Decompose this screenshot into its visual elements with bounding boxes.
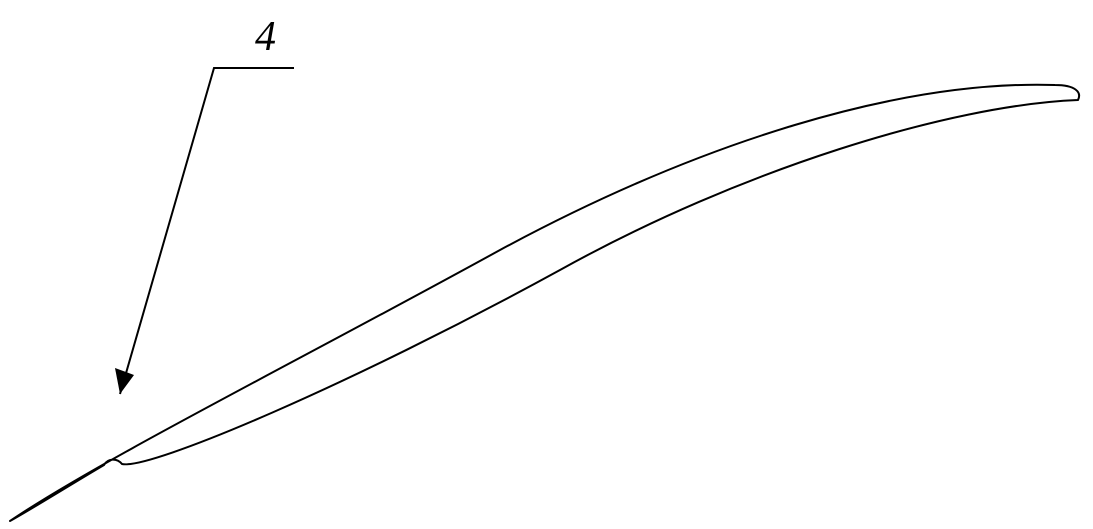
callout-arrowhead [115, 368, 134, 394]
blade-diagram: 4 [0, 0, 1093, 529]
callout-label: 4 [255, 14, 276, 60]
callout-leader-line [120, 68, 294, 394]
blade-outline [10, 85, 1079, 521]
